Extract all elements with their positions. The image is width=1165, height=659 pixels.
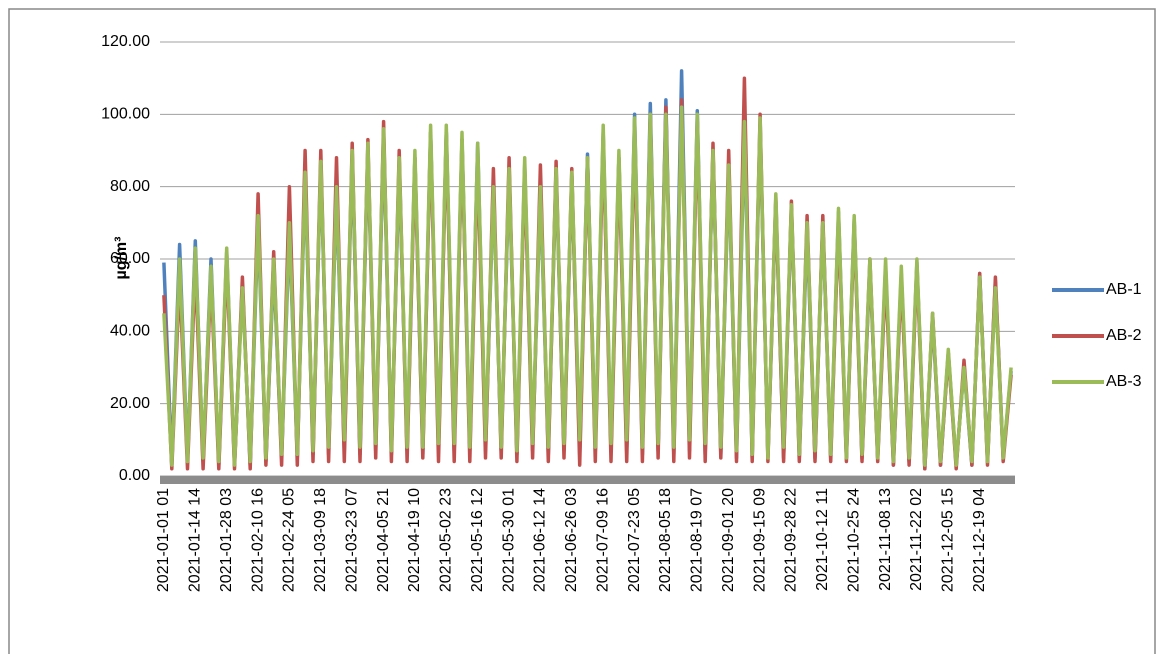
x-tick-label: 2021-04-05 21 — [375, 488, 392, 592]
x-tick-label: 2021-11-22 02 — [908, 488, 925, 591]
x-tick-label: 2021-11-08 13 — [877, 488, 894, 591]
y-tick-label: 60.00 — [110, 250, 150, 267]
x-tick-label: 2021-07-09 16 — [594, 488, 611, 592]
x-tick-label: 2021-08-19 07 — [689, 488, 706, 592]
legend-label: AB-2 — [1106, 327, 1142, 344]
y-tick-label: 40.00 — [110, 323, 150, 340]
x-tick-label: 2021-01-28 03 — [218, 488, 235, 592]
x-tick-label: 2021-12-05 15 — [940, 488, 957, 592]
y-tick-label: 120.00 — [101, 33, 150, 50]
y-tick-label: 0.00 — [119, 467, 150, 484]
y-tick-label: 20.00 — [110, 395, 150, 412]
x-tick-label: 2021-12-19 04 — [971, 488, 988, 592]
x-tick-label: 2021-01-14 14 — [187, 488, 204, 592]
y-tick-label: 100.00 — [101, 106, 150, 123]
x-tick-label: 2021-03-23 07 — [343, 488, 360, 592]
x-tick-label: 2021-03-09 18 — [312, 488, 329, 592]
x-tick-label: 2021-10-12 11 — [814, 488, 831, 591]
y-tick-label: 80.00 — [110, 178, 150, 195]
legend-label: AB-1 — [1106, 281, 1142, 298]
x-tick-label: 2021-01-01 01 — [155, 488, 172, 592]
x-tick-label: 2021-09-15 09 — [751, 488, 768, 592]
x-tick-label: 2021-05-16 12 — [469, 488, 486, 592]
x-tick-label: 2021-09-01 20 — [720, 488, 737, 592]
x-tick-label: 2021-07-23 05 — [626, 488, 643, 592]
x-tick-label: 2021-02-24 05 — [281, 488, 298, 592]
x-tick-label: 2021-08-05 18 — [657, 488, 674, 592]
x-tick-label: 2021-05-30 01 — [500, 488, 517, 592]
x-tick-label: 2021-06-26 03 — [563, 488, 580, 592]
x-tick-label: 2021-02-10 16 — [249, 488, 266, 592]
x-tick-label: 2021-09-28 22 — [783, 488, 800, 592]
x-tick-label: 2021-04-19 10 — [406, 488, 423, 592]
y-axis-title: µg/m³ — [113, 237, 130, 280]
x-tick-label: 2021-05-02 23 — [438, 488, 455, 592]
legend-label: AB-3 — [1106, 373, 1142, 390]
x-tick-label: 2021-06-12 14 — [532, 488, 549, 592]
series-line — [162, 105, 1013, 467]
x-tick-label: 2021-10-25 24 — [845, 488, 862, 592]
